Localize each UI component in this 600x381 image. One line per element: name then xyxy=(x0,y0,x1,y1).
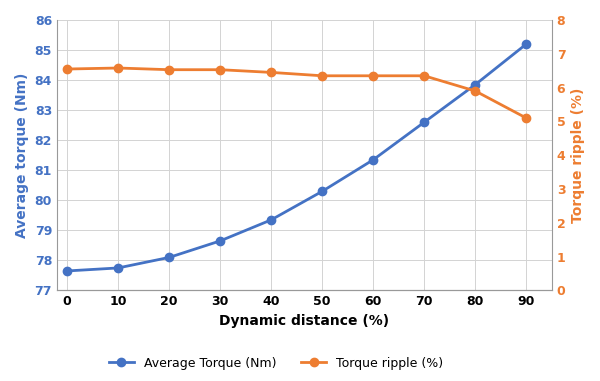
Torque ripple (%) xyxy=(472,89,479,93)
Torque ripple (%) xyxy=(64,67,71,71)
Torque ripple (%) xyxy=(319,74,326,78)
Average Torque (Nm) xyxy=(472,82,479,87)
Average Torque (Nm) xyxy=(166,255,173,260)
Torque ripple (%) xyxy=(268,70,275,75)
Average Torque (Nm) xyxy=(64,269,71,273)
Average Torque (Nm) xyxy=(370,157,377,162)
Line: Torque ripple (%): Torque ripple (%) xyxy=(63,64,530,122)
Torque ripple (%) xyxy=(115,66,122,70)
Y-axis label: Torque ripple (%): Torque ripple (%) xyxy=(571,88,585,223)
Legend: Average Torque (Nm), Torque ripple (%): Average Torque (Nm), Torque ripple (%) xyxy=(104,352,448,375)
Torque ripple (%) xyxy=(523,116,530,120)
Average Torque (Nm) xyxy=(217,239,224,243)
Average Torque (Nm) xyxy=(115,266,122,270)
Torque ripple (%) xyxy=(370,74,377,78)
Y-axis label: Average torque (Nm): Average torque (Nm) xyxy=(15,72,29,238)
Average Torque (Nm) xyxy=(268,218,275,222)
Torque ripple (%) xyxy=(217,67,224,72)
Line: Average Torque (Nm): Average Torque (Nm) xyxy=(63,40,530,275)
Average Torque (Nm) xyxy=(523,42,530,46)
Average Torque (Nm) xyxy=(319,189,326,194)
Torque ripple (%) xyxy=(421,74,428,78)
X-axis label: Dynamic distance (%): Dynamic distance (%) xyxy=(220,314,389,328)
Average Torque (Nm) xyxy=(421,120,428,125)
Torque ripple (%) xyxy=(166,67,173,72)
